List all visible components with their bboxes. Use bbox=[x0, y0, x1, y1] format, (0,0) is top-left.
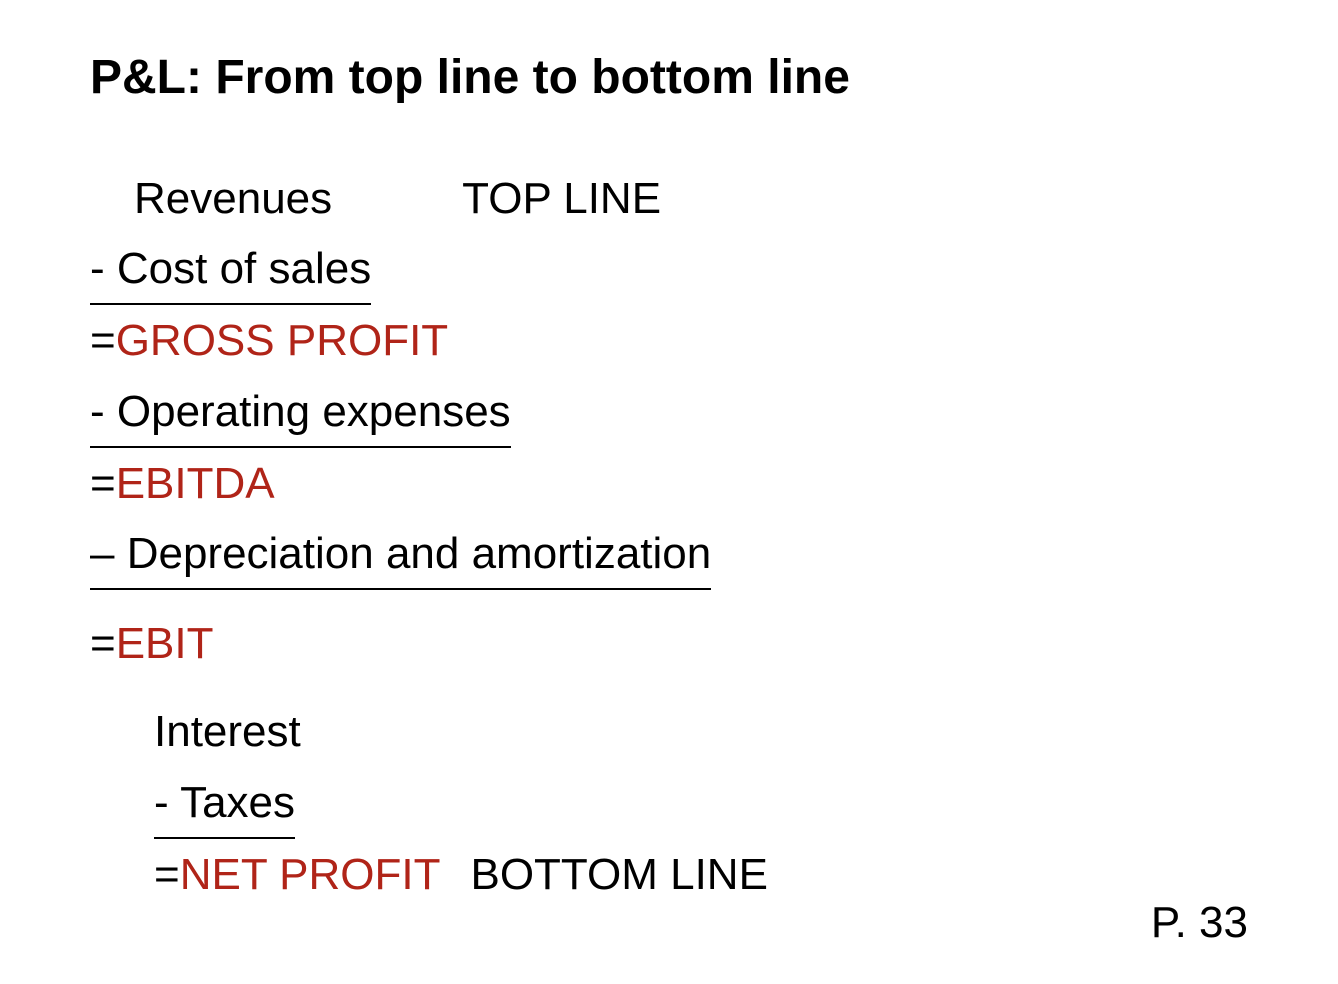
line-taxes: - Taxes bbox=[90, 769, 1248, 839]
line-ebitda: = EBITDA bbox=[90, 450, 1248, 518]
line-cost-of-sales: - Cost of sales bbox=[90, 235, 1248, 305]
text-interest: Interest bbox=[154, 698, 301, 766]
annotation-bottom-line: BOTTOM LINE bbox=[470, 841, 767, 909]
eq-ebit: = bbox=[90, 610, 116, 678]
slide-content: Revenues TOP LINE - Cost of sales = GROS… bbox=[90, 165, 1248, 909]
line-dep-amort: – Depreciation and amortization bbox=[90, 520, 1248, 590]
text-ebit: EBIT bbox=[116, 610, 214, 678]
line-revenues: Revenues TOP LINE bbox=[90, 165, 1248, 233]
text-revenues: Revenues bbox=[134, 165, 332, 233]
text-net-profit: NET PROFIT bbox=[180, 841, 441, 909]
spacer bbox=[90, 592, 1248, 610]
eq-gross-profit: = bbox=[90, 307, 116, 375]
line-interest: Interest bbox=[90, 698, 1248, 766]
slide-title: P&L: From top line to bottom line bbox=[90, 50, 1248, 105]
line-net-profit: = NET PROFIT BOTTOM LINE bbox=[90, 841, 1248, 909]
line-ebit: = EBIT bbox=[90, 610, 1248, 678]
text-gross-profit: GROSS PROFIT bbox=[116, 307, 448, 375]
eq-ebitda: = bbox=[90, 450, 116, 518]
spacer bbox=[90, 680, 1248, 698]
text-cost-of-sales: - Cost of sales bbox=[90, 235, 371, 305]
text-dep-amort: – Depreciation and amortization bbox=[90, 520, 711, 590]
eq-net-profit: = bbox=[154, 841, 180, 909]
annotation-top-line: TOP LINE bbox=[462, 165, 661, 233]
text-operating-expenses: - Operating expenses bbox=[90, 378, 511, 448]
text-ebitda: EBITDA bbox=[116, 450, 275, 518]
page-number: P. 33 bbox=[1151, 898, 1248, 948]
text-taxes: - Taxes bbox=[154, 769, 295, 839]
line-operating-expenses: - Operating expenses bbox=[90, 378, 1248, 448]
line-gross-profit: = GROSS PROFIT bbox=[90, 307, 1248, 375]
